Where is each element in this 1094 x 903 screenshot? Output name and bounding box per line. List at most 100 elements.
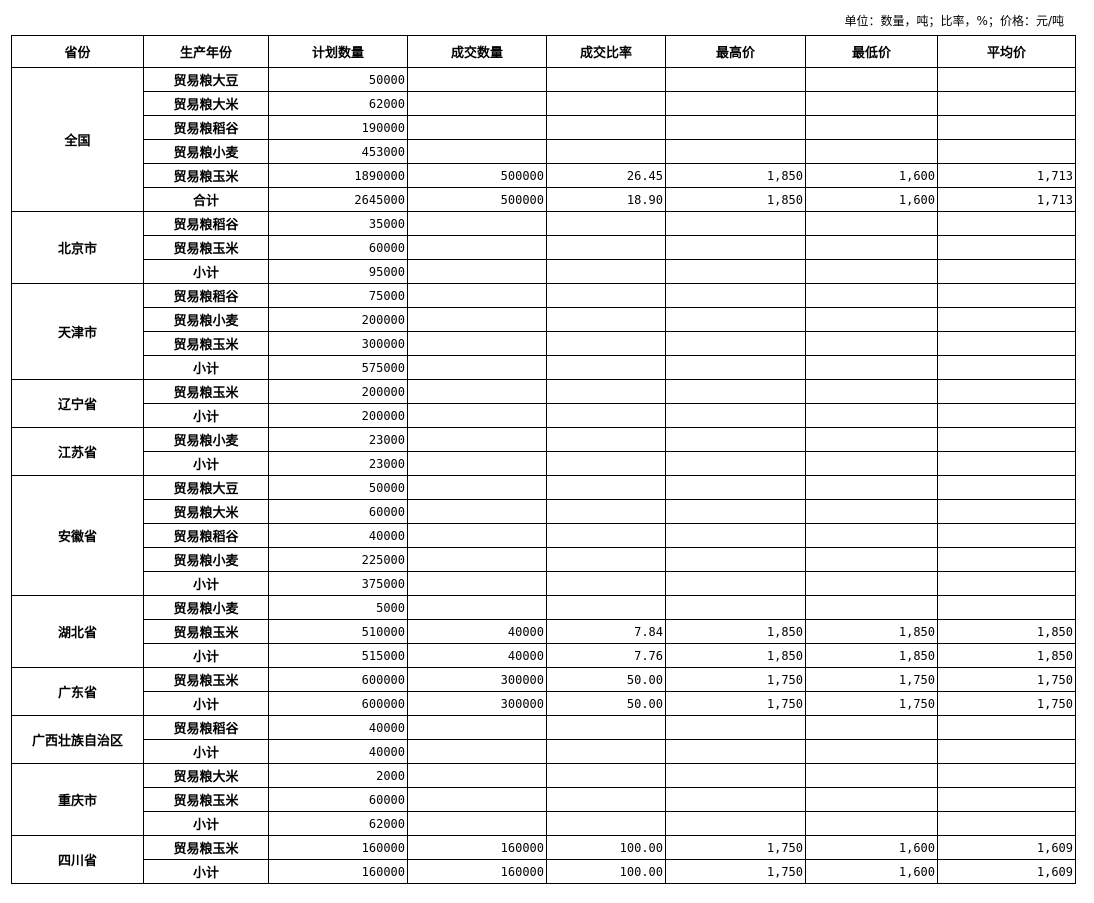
product-cell: 小计: [143, 571, 269, 596]
deal-qty-cell: [407, 67, 547, 92]
deal-ratio-cell: [546, 427, 666, 452]
table-row: 湖北省 贸易粮小麦 5000: [11, 595, 1076, 668]
avg-price-cell: [937, 235, 1076, 260]
table-row: 小计 40000: [12, 739, 1076, 764]
min-price-cell: [805, 115, 938, 140]
deal-ratio-cell: 50.00: [546, 691, 666, 716]
avg-price-cell: [937, 91, 1076, 116]
header-province: 省份: [11, 35, 144, 68]
deal-ratio-cell: [546, 787, 666, 812]
min-price-cell: [805, 427, 938, 452]
deal-qty-cell: [407, 811, 547, 836]
max-price-cell: [665, 355, 806, 380]
planned-qty-cell: 515000: [268, 643, 408, 668]
min-price-cell: [805, 811, 938, 836]
deal-qty-cell: [407, 571, 547, 596]
table-row: 贸易粮玉米 510000 40000 7.84 1,850 1,850 1,850: [12, 619, 1076, 644]
deal-qty-cell: 300000: [407, 667, 547, 692]
max-price-cell: 1,750: [665, 691, 806, 716]
table-row: 安徽省 贸易粮大豆 50000: [11, 475, 1076, 596]
deal-qty-cell: [407, 211, 547, 236]
avg-price-cell: 1,750: [937, 691, 1076, 716]
planned-qty-cell: 200000: [268, 379, 408, 404]
table-row: 贸易粮稻谷 40000: [12, 523, 1076, 548]
min-price-cell: 1,600: [805, 187, 938, 212]
planned-qty-cell: 23000: [268, 451, 408, 476]
planned-qty-cell: 190000: [268, 115, 408, 140]
planned-qty-cell: 160000: [268, 859, 408, 884]
deal-ratio-cell: [546, 91, 666, 116]
max-price-cell: [665, 571, 806, 596]
max-price-cell: 1,850: [665, 643, 806, 668]
min-price-cell: [805, 331, 938, 356]
product-cell: 小计: [143, 403, 269, 428]
deal-qty-cell: [407, 595, 547, 620]
max-price-cell: [665, 715, 806, 740]
table-row: 贸易粮玉米 60000: [12, 235, 1076, 260]
min-price-cell: 1,750: [805, 667, 938, 692]
planned-qty-cell: 2000: [268, 763, 408, 788]
product-cell: 贸易粮大豆: [143, 475, 269, 500]
min-price-cell: [805, 547, 938, 572]
table-row: 贸易粮玉米 1890000 500000 26.45 1,850 1,600 1,713: [12, 163, 1076, 188]
min-price-cell: [805, 763, 938, 788]
province-cell: 四川省: [11, 835, 144, 884]
avg-price-cell: 1,850: [937, 619, 1076, 644]
max-price-cell: [665, 595, 806, 620]
avg-price-cell: 1,713: [937, 187, 1076, 212]
product-cell: 贸易粮大米: [143, 499, 269, 524]
planned-qty-cell: 200000: [268, 403, 408, 428]
product-cell: 贸易粮玉米: [143, 331, 269, 356]
avg-price-cell: [937, 787, 1076, 812]
max-price-cell: [665, 811, 806, 836]
max-price-cell: 1,850: [665, 619, 806, 644]
deal-ratio-cell: [546, 211, 666, 236]
planned-qty-cell: 60000: [268, 235, 408, 260]
planned-qty-cell: 50000: [268, 67, 408, 92]
product-cell: 贸易粮玉米: [143, 619, 269, 644]
deal-ratio-cell: [546, 379, 666, 404]
deal-ratio-cell: [546, 523, 666, 548]
table-row: 江苏省 贸易粮小麦 23000: [11, 427, 1076, 476]
planned-qty-cell: 225000: [268, 547, 408, 572]
product-cell: 贸易粮稻谷: [143, 283, 269, 308]
max-price-cell: [665, 787, 806, 812]
deal-ratio-cell: 26.45: [546, 163, 666, 188]
max-price-cell: [665, 139, 806, 164]
min-price-cell: [805, 787, 938, 812]
table-row: 贸易粮稻谷 190000: [12, 115, 1076, 140]
deal-qty-cell: [407, 787, 547, 812]
product-cell: 贸易粮玉米: [143, 667, 269, 692]
min-price-cell: [805, 139, 938, 164]
min-price-cell: 1,600: [805, 163, 938, 188]
min-price-cell: [805, 67, 938, 92]
product-cell: 贸易粮玉米: [143, 787, 269, 812]
grain-auction-table: 省份 生产年份 计划数量 成交数量 成交比率 最高价 最低价 平均价 全国 贸易粮…: [11, 35, 1076, 884]
avg-price-cell: [937, 67, 1076, 92]
max-price-cell: [665, 379, 806, 404]
max-price-cell: [665, 763, 806, 788]
max-price-cell: [665, 331, 806, 356]
deal-qty-cell: [407, 427, 547, 452]
deal-qty-cell: [407, 115, 547, 140]
avg-price-cell: [937, 403, 1076, 428]
avg-price-cell: [937, 115, 1076, 140]
deal-ratio-cell: [546, 811, 666, 836]
table-row: 贸易粮玉米 300000: [12, 331, 1076, 356]
deal-ratio-cell: [546, 499, 666, 524]
planned-qty-cell: 40000: [268, 523, 408, 548]
deal-qty-cell: [407, 523, 547, 548]
max-price-cell: [665, 115, 806, 140]
deal-ratio-cell: [546, 259, 666, 284]
product-cell: 小计: [143, 259, 269, 284]
deal-ratio-cell: [546, 547, 666, 572]
deal-qty-cell: [407, 715, 547, 740]
deal-ratio-cell: 100.00: [546, 859, 666, 884]
table-row: 合计 2645000 500000 18.90 1,850 1,600 1,713: [12, 187, 1076, 212]
deal-ratio-cell: [546, 451, 666, 476]
table-row: 广东省 贸易粮玉米 600000 300000 50.00 1,750 1,750 1,750: [11, 667, 1076, 716]
deal-ratio-cell: [546, 115, 666, 140]
planned-qty-cell: 40000: [268, 715, 408, 740]
product-cell: 贸易粮小麦: [143, 595, 269, 620]
deal-qty-cell: [407, 547, 547, 572]
